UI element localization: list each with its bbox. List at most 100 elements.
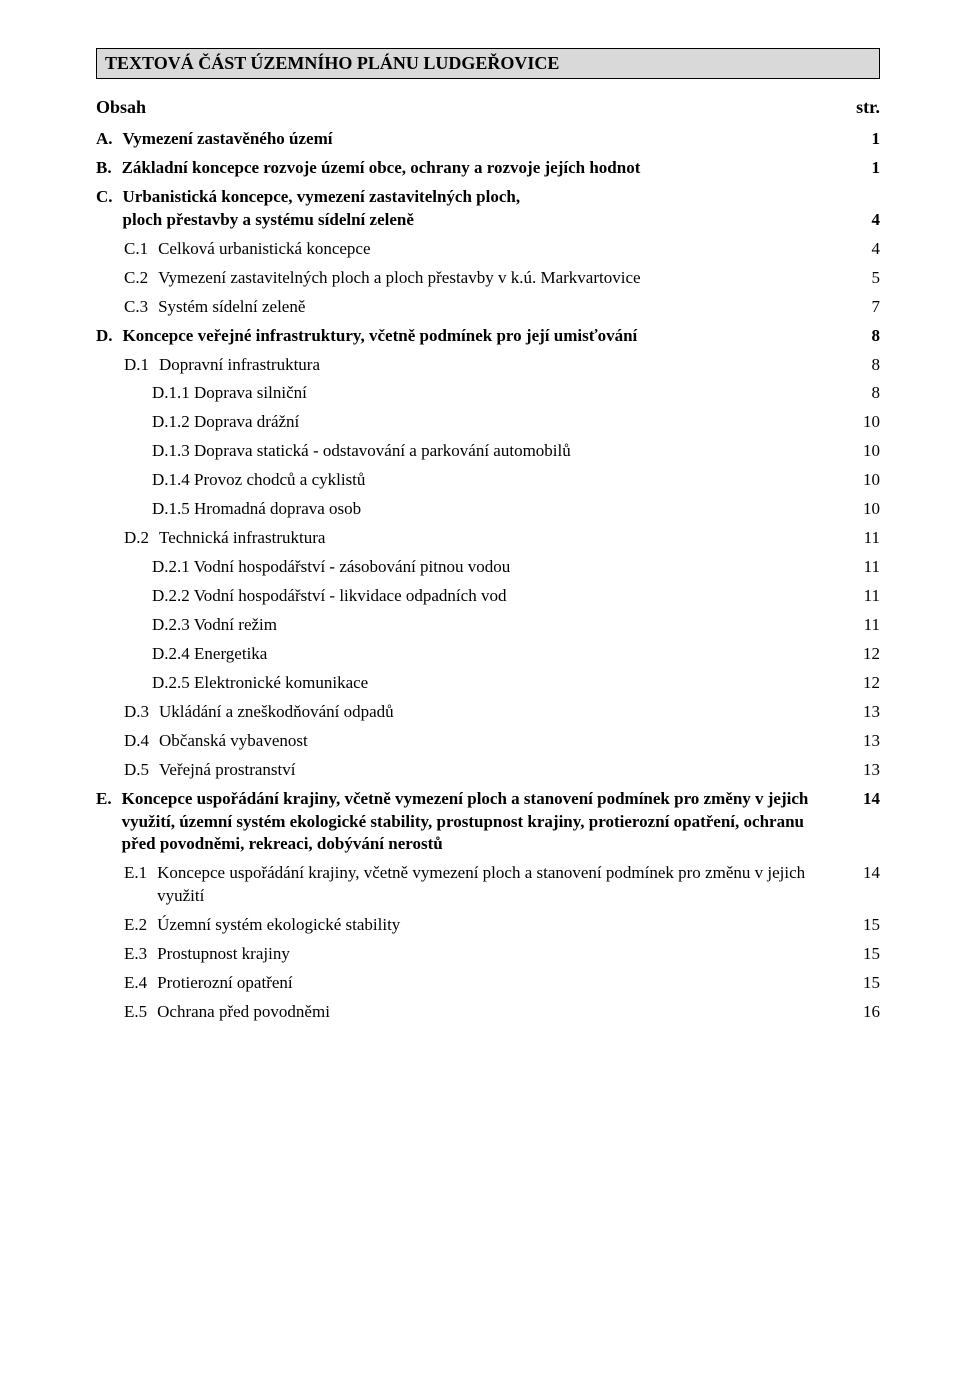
toc-row: B.Základní koncepce rozvoje území obce, … [96, 157, 880, 180]
toc-entry-label: E.1 [124, 862, 157, 885]
toc-entry-page: 11 [834, 614, 880, 637]
toc-entry-page: 14 [834, 788, 880, 811]
toc-entry-text: Veřejná prostranství [159, 759, 834, 782]
toc-row: A.Vymezení zastavěného území1 [96, 128, 880, 151]
toc-row: C.2Vymezení zastavitelných ploch a ploch… [124, 267, 880, 290]
toc-entry-text: Vymezení zastavěného území [123, 128, 834, 151]
toc-entry-text: D.1.3 Doprava statická - odstavování a p… [152, 440, 834, 463]
toc-entry-text: D.2.1 Vodní hospodářství - zásobování pi… [152, 556, 834, 579]
toc-entry-text: D.1.2 Doprava drážní [152, 411, 834, 434]
toc-entry-text: Ochrana před povodněmi [157, 1001, 834, 1024]
toc-row: D.1.5 Hromadná doprava osob10 [152, 498, 880, 521]
toc-row: D.2.1 Vodní hospodářství - zásobování pi… [152, 556, 880, 579]
toc-entry-text: D.2.2 Vodní hospodářství - likvidace odp… [152, 585, 834, 608]
toc-entry-text: D.2.5 Elektronické komunikace [152, 672, 834, 695]
toc-row: D.2.2 Vodní hospodářství - likvidace odp… [152, 585, 880, 608]
toc-row: D.3Ukládání a zneškodňování odpadů13 [124, 701, 880, 724]
toc-entry-text: Systém sídelní zeleně [158, 296, 834, 319]
toc-entry-label: E.2 [124, 914, 157, 937]
toc-entry-page: 7 [834, 296, 880, 319]
toc-entry-page: 10 [834, 498, 880, 521]
toc-row: D.Koncepce veřejné infrastruktury, včetn… [96, 325, 880, 348]
toc-entry-label: C.2 [124, 267, 158, 290]
toc-entry-page: 8 [834, 325, 880, 348]
toc-entry-page: 14 [834, 862, 880, 885]
toc-entry-label: D.5 [124, 759, 159, 782]
contents-header: Obsah str. [96, 97, 880, 118]
toc-entry-page: 10 [834, 440, 880, 463]
toc-entry-page: 4 [834, 209, 880, 232]
toc-entry-label: B. [96, 157, 122, 180]
toc-row: D.2.4 Energetika12 [152, 643, 880, 666]
toc-row: D.2.3 Vodní režim11 [152, 614, 880, 637]
toc-row: E.4Protierozní opatření15 [124, 972, 880, 995]
toc-row: E.Koncepce uspořádání krajiny, včetně vy… [96, 788, 880, 857]
toc-entry-text: Koncepce uspořádání krajiny, včetně vyme… [122, 788, 834, 857]
toc-row: D.1.4 Provoz chodců a cyklistů10 [152, 469, 880, 492]
toc-row: D.1.1 Doprava silniční8 [152, 382, 880, 405]
toc-row: D.1Dopravní infrastruktura8 [124, 354, 880, 377]
toc-entry-text-line: Urbanistická koncepce, vymezení zastavit… [123, 186, 834, 209]
toc-entry-text: Protierozní opatření [157, 972, 834, 995]
toc-entry-text: Koncepce uspořádání krajiny, včetně vyme… [157, 862, 834, 908]
toc-entry-text: Ukládání a zneškodňování odpadů [159, 701, 834, 724]
toc-entry-page: 10 [834, 469, 880, 492]
toc-entry-text: D.1.4 Provoz chodců a cyklistů [152, 469, 834, 492]
toc-entry-label: E. [96, 788, 122, 811]
toc-entry-page: 15 [834, 943, 880, 966]
toc-entry-page: 16 [834, 1001, 880, 1024]
toc-entry-label: D.3 [124, 701, 159, 724]
toc-entry-label: C.1 [124, 238, 158, 261]
toc-entry-page: 11 [834, 585, 880, 608]
toc-entry-label: D. [96, 325, 123, 348]
toc-entry-page: 12 [834, 643, 880, 666]
toc-entry-text: Prostupnost krajiny [157, 943, 834, 966]
toc-row: D.4Občanská vybavenost13 [124, 730, 880, 753]
toc-entry-page: 13 [834, 730, 880, 753]
toc-entry-page: 11 [834, 556, 880, 579]
toc-entry-label: E.3 [124, 943, 157, 966]
toc-entry-label: E.5 [124, 1001, 157, 1024]
toc-row: D.1.2 Doprava drážní10 [152, 411, 880, 434]
toc-entry-label: C. [96, 186, 123, 209]
toc-row: D.5Veřejná prostranství13 [124, 759, 880, 782]
toc-entry-label: D.2 [124, 527, 159, 550]
toc-entry-page: 13 [834, 701, 880, 724]
toc-entry-page: 4 [834, 238, 880, 261]
toc-entry-label: A. [96, 128, 123, 151]
obsah-label: Obsah [96, 97, 146, 118]
toc-entry-text: Občanská vybavenost [159, 730, 834, 753]
toc-row: D.2Technická infrastruktura11 [124, 527, 880, 550]
toc-entry-page: 15 [834, 914, 880, 937]
toc-entry-text: Celková urbanistická koncepce [158, 238, 834, 261]
toc-entry-page: 1 [834, 157, 880, 180]
toc-entry-page: 1 [834, 128, 880, 151]
toc-row: C.1Celková urbanistická koncepce4 [124, 238, 880, 261]
toc-row: E.5Ochrana před povodněmi16 [124, 1001, 880, 1024]
toc-entry-page: 12 [834, 672, 880, 695]
toc-entry-text: Technická infrastruktura [159, 527, 834, 550]
toc-entry-page: 8 [834, 382, 880, 405]
toc-entry-page: 13 [834, 759, 880, 782]
toc-row: C.3Systém sídelní zeleně7 [124, 296, 880, 319]
toc-entry-label: D.1 [124, 354, 159, 377]
toc-row: E.1Koncepce uspořádání krajiny, včetně v… [124, 862, 880, 908]
toc-entry-label: E.4 [124, 972, 157, 995]
toc-row: E.3Prostupnost krajiny15 [124, 943, 880, 966]
toc-entry-text: Vymezení zastavitelných ploch a ploch př… [158, 267, 834, 290]
str-label: str. [856, 97, 880, 118]
toc-entry-text: Koncepce veřejné infrastruktury, včetně … [123, 325, 834, 348]
toc-entry-page: 11 [834, 527, 880, 550]
toc-entry-text: D.2.3 Vodní režim [152, 614, 834, 637]
title-bar: TEXTOVÁ ČÁST ÚZEMNÍHO PLÁNU LUDGEŘOVICE [96, 48, 880, 79]
toc-entry-text: D.1.5 Hromadná doprava osob [152, 498, 834, 521]
toc-row: D.1.3 Doprava statická - odstavování a p… [152, 440, 880, 463]
toc-entry-text: D.2.4 Energetika [152, 643, 834, 666]
toc-row: E.2Územní systém ekologické stability15 [124, 914, 880, 937]
toc-entry-text: Urbanistická koncepce, vymezení zastavit… [123, 186, 834, 232]
toc-entry-page: 10 [834, 411, 880, 434]
toc-entry-text-line: ploch přestavby a systému sídelní zeleně [123, 209, 834, 232]
toc-entry-text: Územní systém ekologické stability [157, 914, 834, 937]
toc-entry-label: D.4 [124, 730, 159, 753]
document-page: TEXTOVÁ ČÁST ÚZEMNÍHO PLÁNU LUDGEŘOVICE … [0, 0, 960, 1090]
